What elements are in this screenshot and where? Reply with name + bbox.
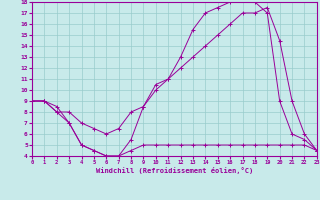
X-axis label: Windchill (Refroidissement éolien,°C): Windchill (Refroidissement éolien,°C): [96, 167, 253, 174]
